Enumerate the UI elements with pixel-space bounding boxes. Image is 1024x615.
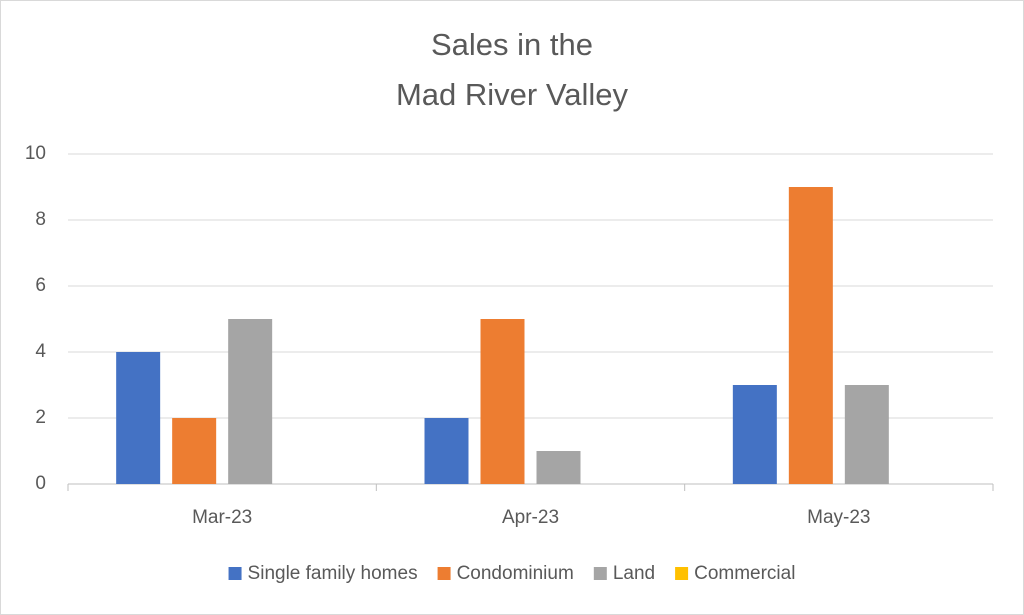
y-tick-label: 10 <box>25 143 46 164</box>
legend-label: Single family homes <box>248 563 418 584</box>
bar <box>732 385 777 484</box>
legend-label: Land <box>613 563 655 584</box>
legend-swatch <box>437 567 451 580</box>
bar <box>116 352 161 484</box>
legend-label: Commercial <box>694 563 795 584</box>
legend-swatch <box>675 567 689 580</box>
bar <box>480 319 525 484</box>
legend: Single family homes Condominium Land Commer… <box>228 563 795 584</box>
bar <box>536 451 581 484</box>
chart-title: Sales in the <box>431 27 593 62</box>
bar <box>172 418 217 484</box>
bar <box>844 385 889 484</box>
chart-title: Mad River Valley <box>396 77 629 112</box>
y-tick-label: 4 <box>35 341 46 362</box>
y-tick-label: 8 <box>35 209 46 230</box>
y-tick-label: 0 <box>35 473 46 494</box>
bar <box>788 187 833 484</box>
legend-swatch <box>593 567 607 580</box>
bar <box>424 418 469 484</box>
y-tick-label: 2 <box>35 407 46 428</box>
x-tick-label: Mar-23 <box>192 507 252 528</box>
legend-label: Condominium <box>457 563 574 584</box>
legend-swatch <box>228 567 242 580</box>
x-tick-label: May-23 <box>807 507 870 528</box>
bar <box>228 319 273 484</box>
y-tick-label: 6 <box>35 275 46 296</box>
x-tick-label: Apr-23 <box>502 507 559 528</box>
